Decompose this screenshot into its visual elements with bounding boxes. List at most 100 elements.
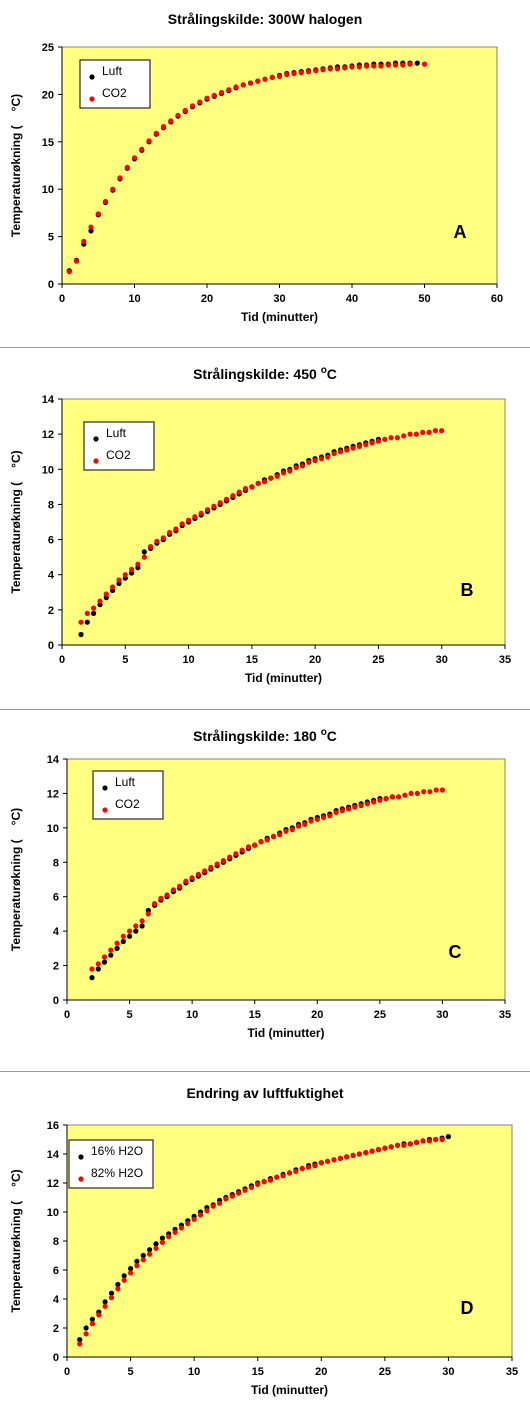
data-point: [78, 619, 84, 625]
data-point: [407, 61, 413, 67]
data-point: [139, 146, 145, 152]
data-point: [97, 598, 103, 604]
chart-title-text: Strålingskilde: 300W halogen: [168, 11, 363, 27]
data-point: [223, 496, 230, 502]
data-point: [141, 554, 147, 560]
data-point: [91, 610, 97, 616]
data-point: [261, 1179, 267, 1185]
data-point: [182, 107, 188, 114]
data-point: [116, 577, 122, 583]
chart-title: Endring av luftfuktighet: [186, 1085, 343, 1101]
data-point: [327, 66, 333, 72]
data-point: [146, 138, 152, 144]
data-point: [178, 1225, 184, 1231]
data-point: [166, 1234, 172, 1240]
data-point: [230, 493, 236, 499]
data-point: [375, 438, 381, 444]
data-point: [331, 450, 337, 457]
data-point: [420, 1138, 426, 1144]
data-point: [121, 1277, 127, 1283]
data-point: [153, 130, 159, 136]
data-point: [401, 433, 407, 439]
divider: [0, 1071, 530, 1072]
data-point: [421, 61, 428, 67]
data-point: [128, 1266, 134, 1272]
x-tick-label: 35: [506, 1366, 518, 1378]
data-point: [153, 1241, 159, 1247]
data-point: [120, 933, 126, 939]
data-point: [102, 198, 109, 205]
data-point: [392, 62, 399, 68]
data-point: [108, 1295, 115, 1301]
data-point: [173, 526, 179, 532]
legend-marker: [93, 458, 99, 464]
data-point: [236, 489, 242, 495]
data-point: [349, 64, 355, 70]
data-point: [88, 228, 94, 234]
data-point: [159, 1235, 165, 1241]
data-point: [101, 959, 108, 965]
data-point: [320, 814, 327, 821]
data-point: [356, 443, 362, 449]
data-point: [439, 787, 445, 793]
data-point: [339, 808, 345, 814]
data-point: [295, 823, 302, 829]
data-point: [133, 928, 139, 934]
legend-marker: [78, 1176, 84, 1182]
data-point: [191, 1216, 197, 1222]
title-degree: o: [321, 727, 327, 738]
data-point: [220, 858, 226, 864]
data-point: [145, 911, 151, 917]
data-point: [302, 821, 308, 827]
data-point: [342, 65, 348, 71]
y-tick-label: 4: [53, 926, 60, 938]
data-point: [255, 480, 261, 486]
data-point: [306, 1164, 312, 1170]
data-point: [402, 792, 408, 798]
y-tick-label: 2: [53, 1323, 59, 1335]
data-point: [141, 549, 147, 555]
x-tick-label: 5: [128, 1366, 134, 1378]
data-point: [202, 868, 208, 874]
series-2: [77, 1136, 445, 1347]
legend-marker: [89, 96, 95, 102]
y-tick-label: 4: [53, 1294, 60, 1306]
data-point: [129, 566, 135, 572]
y-tick-label: 6: [53, 892, 59, 904]
legend-marker: [89, 74, 95, 80]
data-point: [261, 479, 268, 485]
data-point: [102, 1299, 108, 1305]
legend-label: 82% H2O: [91, 1166, 143, 1180]
data-point: [153, 1245, 159, 1251]
data-point: [73, 258, 80, 264]
data-point: [333, 809, 339, 815]
data-point: [363, 442, 369, 448]
y-axis-label: Temperaturøkning (°C): [9, 450, 23, 593]
data-point: [95, 966, 101, 972]
data-point: [78, 631, 84, 638]
data-point: [133, 923, 139, 929]
data-point: [127, 928, 133, 934]
data-point: [134, 1258, 140, 1264]
data-point: [135, 561, 141, 567]
data-point: [426, 1138, 432, 1144]
data-point: [407, 1141, 413, 1147]
data-point: [129, 570, 135, 576]
data-point: [388, 1144, 394, 1150]
x-tick-label: 25: [374, 1009, 386, 1021]
data-point: [331, 1157, 337, 1163]
data-point: [287, 468, 293, 474]
data-point: [147, 1251, 153, 1257]
y-tick-label: 15: [42, 137, 54, 149]
data-point: [91, 605, 97, 611]
x-axis-label: Tid (minutter): [247, 1026, 324, 1040]
data-point: [426, 429, 432, 435]
data-point: [363, 63, 370, 69]
x-tick-label: 20: [201, 293, 213, 305]
x-tick-label: 10: [182, 654, 194, 666]
data-point: [175, 112, 181, 118]
legend-marker: [102, 785, 108, 791]
data-point: [110, 584, 116, 590]
x-tick-label: 20: [309, 654, 321, 666]
